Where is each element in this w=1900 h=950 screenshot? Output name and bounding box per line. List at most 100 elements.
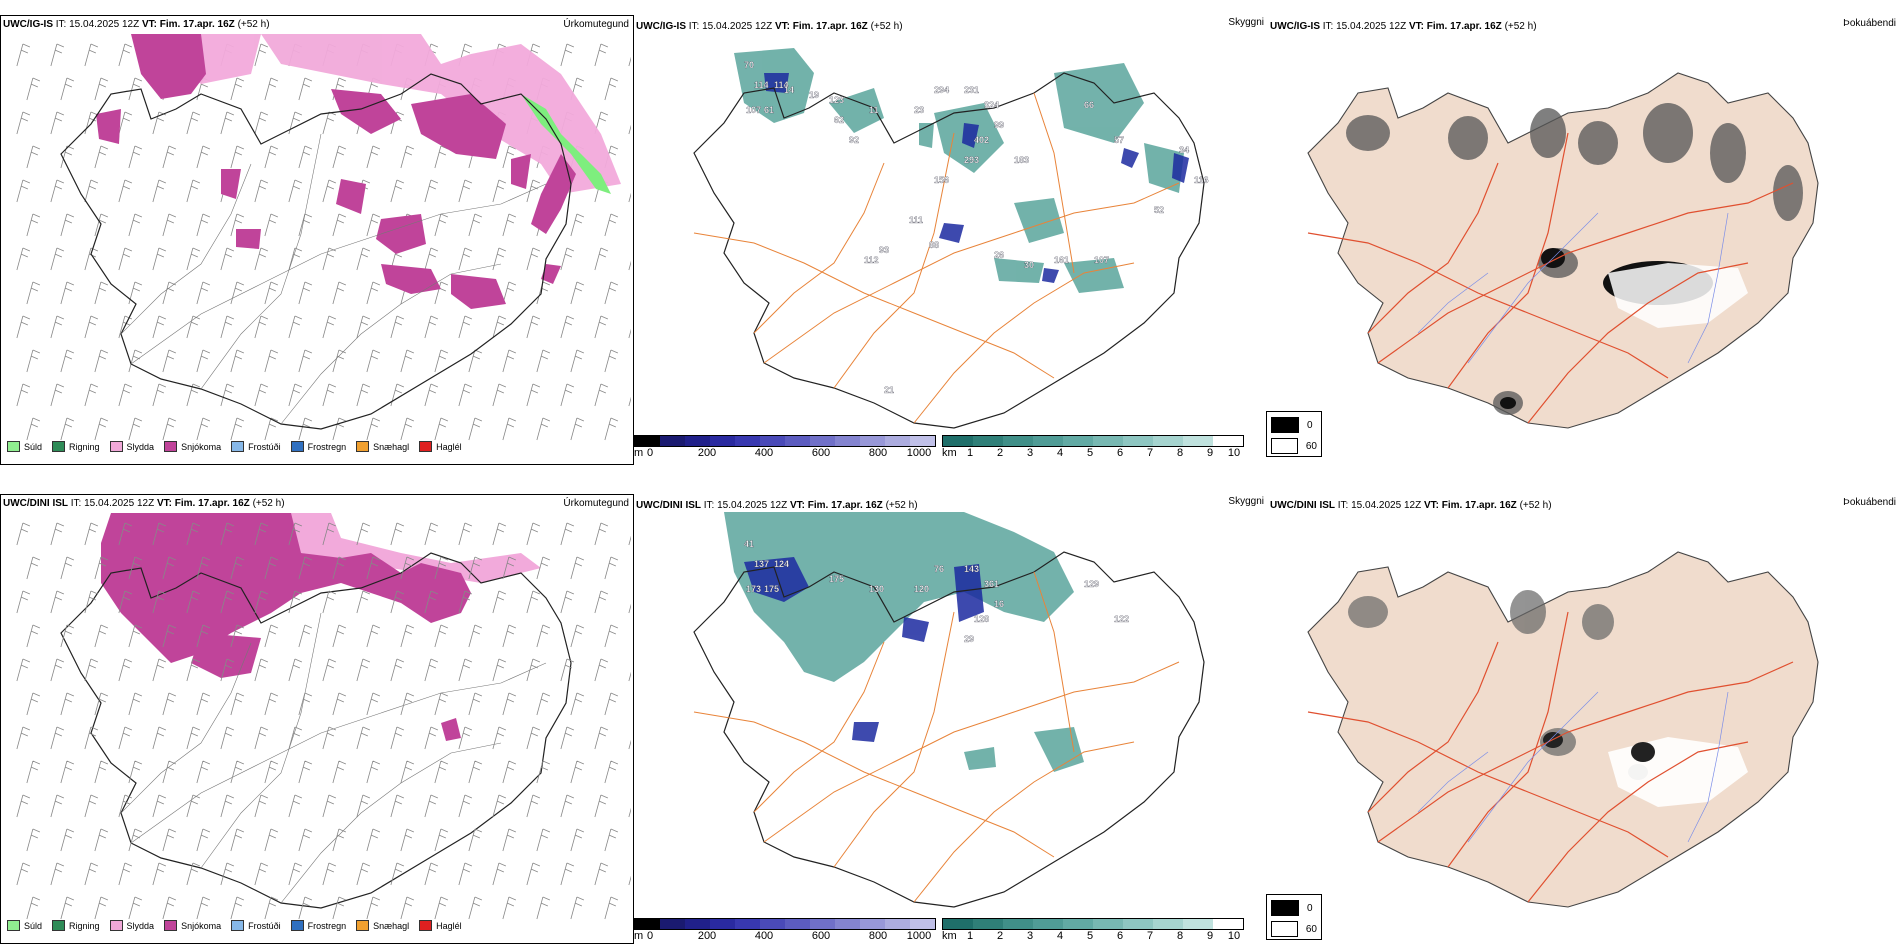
ceiling-label: 124: [774, 559, 789, 569]
wind-barb: [356, 794, 371, 818]
wind-barb: [230, 417, 245, 441]
coastline: [60, 552, 572, 909]
wind-barb: [526, 726, 541, 750]
wind-barb: [196, 624, 211, 648]
valid-label: VT:: [156, 498, 172, 509]
valid-time: Fim. 17.apr. 16Z: [807, 500, 883, 511]
legend-label: Rigning: [69, 441, 100, 452]
wind-barb: [332, 760, 347, 784]
wind-barb: [604, 417, 619, 441]
tick-label: 2: [996, 930, 1004, 942]
panel-title: Skyggni: [1228, 496, 1264, 507]
wind-barb: [400, 145, 415, 169]
cbar-cell: [1033, 436, 1063, 446]
wind-barb: [390, 315, 405, 339]
wind-barb: [298, 349, 313, 373]
wind-barb: [424, 179, 439, 203]
lead-time: (+52 h): [1519, 500, 1552, 511]
wind-barb: [230, 896, 245, 920]
wind-barb: [254, 383, 269, 407]
tick-label: 1000: [906, 447, 932, 459]
low-ceiling-areas: [764, 73, 1189, 283]
wind-barb: [128, 760, 143, 784]
ceiling-label: 173: [746, 584, 761, 594]
fog-legend-item: 0: [1271, 900, 1317, 916]
legend-swatch: [7, 441, 20, 452]
wind-barb: [94, 349, 109, 373]
cbar-cell: [810, 919, 835, 929]
wind-barb: [162, 213, 177, 237]
wind-barb: [492, 726, 507, 750]
wind-barb: [264, 556, 279, 580]
panel-header: UWC/DINI ISL IT: 15.04.2025 12Z VT: Fim.…: [636, 500, 918, 511]
ceiling-label: 57: [1114, 135, 1124, 145]
cbar-cell: [1183, 436, 1213, 446]
wind-barb: [60, 556, 75, 580]
panel-title: Þokuábendi: [1843, 18, 1896, 29]
wind-barb: [298, 896, 313, 920]
legend-item: Frostregn: [290, 920, 346, 931]
ceiling-label: 70: [744, 60, 754, 70]
wind-barb: [366, 624, 381, 648]
elevation-colorbar: [634, 435, 936, 447]
wind-barb: [322, 862, 337, 886]
wind-barb: [50, 179, 65, 203]
ceiling-label: 175: [764, 584, 779, 594]
precip-map: [16, 34, 631, 441]
wind-barb: [604, 828, 619, 852]
wind-barb: [60, 624, 75, 648]
wind-barb: [220, 794, 235, 818]
wind-barb: [400, 896, 415, 920]
wind-barb: [536, 624, 551, 648]
ceiling-label: 19: [809, 90, 819, 100]
wind-barb: [356, 522, 371, 546]
drizzle-areas: [521, 94, 611, 194]
wind-barb: [322, 111, 337, 135]
wind-barb: [128, 77, 143, 101]
fog-swatch: [1271, 438, 1298, 454]
legend-swatch: [356, 920, 370, 931]
cbar-cell: [760, 919, 785, 929]
wind-barb: [594, 43, 609, 67]
wind-barb: [288, 383, 303, 407]
wind-barb: [152, 315, 167, 339]
wind-barb: [94, 896, 109, 920]
wind-barb: [332, 692, 347, 716]
visibility-panel-row1: UWC/IG-IS IT: 15.04.2025 12Z VT: Fim. 17…: [634, 15, 1268, 465]
wind-barb: [94, 417, 109, 441]
wind-barb: [220, 862, 235, 886]
ceiling-label: 324: [984, 100, 999, 110]
wind-barb: [84, 43, 99, 67]
wind-barb: [390, 590, 405, 614]
wind-barb: [162, 760, 177, 784]
legend-label: Snæhagl: [373, 920, 410, 931]
wind-barb: [254, 179, 269, 203]
wind-barb: [162, 692, 177, 716]
wind-barb: [118, 726, 133, 750]
wind-barb: [332, 213, 347, 237]
cbar-cell: [1213, 919, 1243, 929]
wind-barb: [60, 213, 75, 237]
model-name: UWC/IG-IS: [1270, 21, 1320, 32]
wind-barb: [186, 658, 201, 682]
wind-barb: [26, 624, 41, 648]
wind-barb: [628, 535, 631, 546]
ceiling-label: 112: [864, 255, 879, 265]
legend-label: Frostregn: [307, 441, 347, 452]
tick-label: 3: [1026, 930, 1034, 942]
ceiling-label: 88: [929, 240, 939, 250]
visibility-unit: km: [942, 447, 957, 459]
ceiling-label: 62: [834, 115, 844, 125]
ceiling-label: 107: [746, 105, 761, 115]
roads: [120, 133, 547, 425]
wind-barb: [26, 145, 41, 169]
wind-barb: [50, 862, 65, 886]
tick-label: 6: [1116, 447, 1124, 459]
fog-legend-label: 0: [1307, 902, 1313, 914]
legend-swatch: [164, 920, 178, 931]
tick-label: 1: [966, 930, 974, 942]
wind-barb: [628, 603, 631, 614]
wind-barb: [356, 590, 371, 614]
